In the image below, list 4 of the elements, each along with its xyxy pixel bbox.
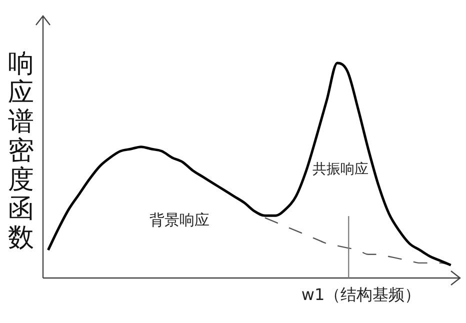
text: w1（结构基频） bbox=[301, 285, 421, 304]
annotation: 背景响应 bbox=[149, 211, 210, 230]
annotation: 共振响应 bbox=[312, 161, 368, 178]
y-axis-title: 响应谱密度函数 bbox=[8, 49, 35, 253]
